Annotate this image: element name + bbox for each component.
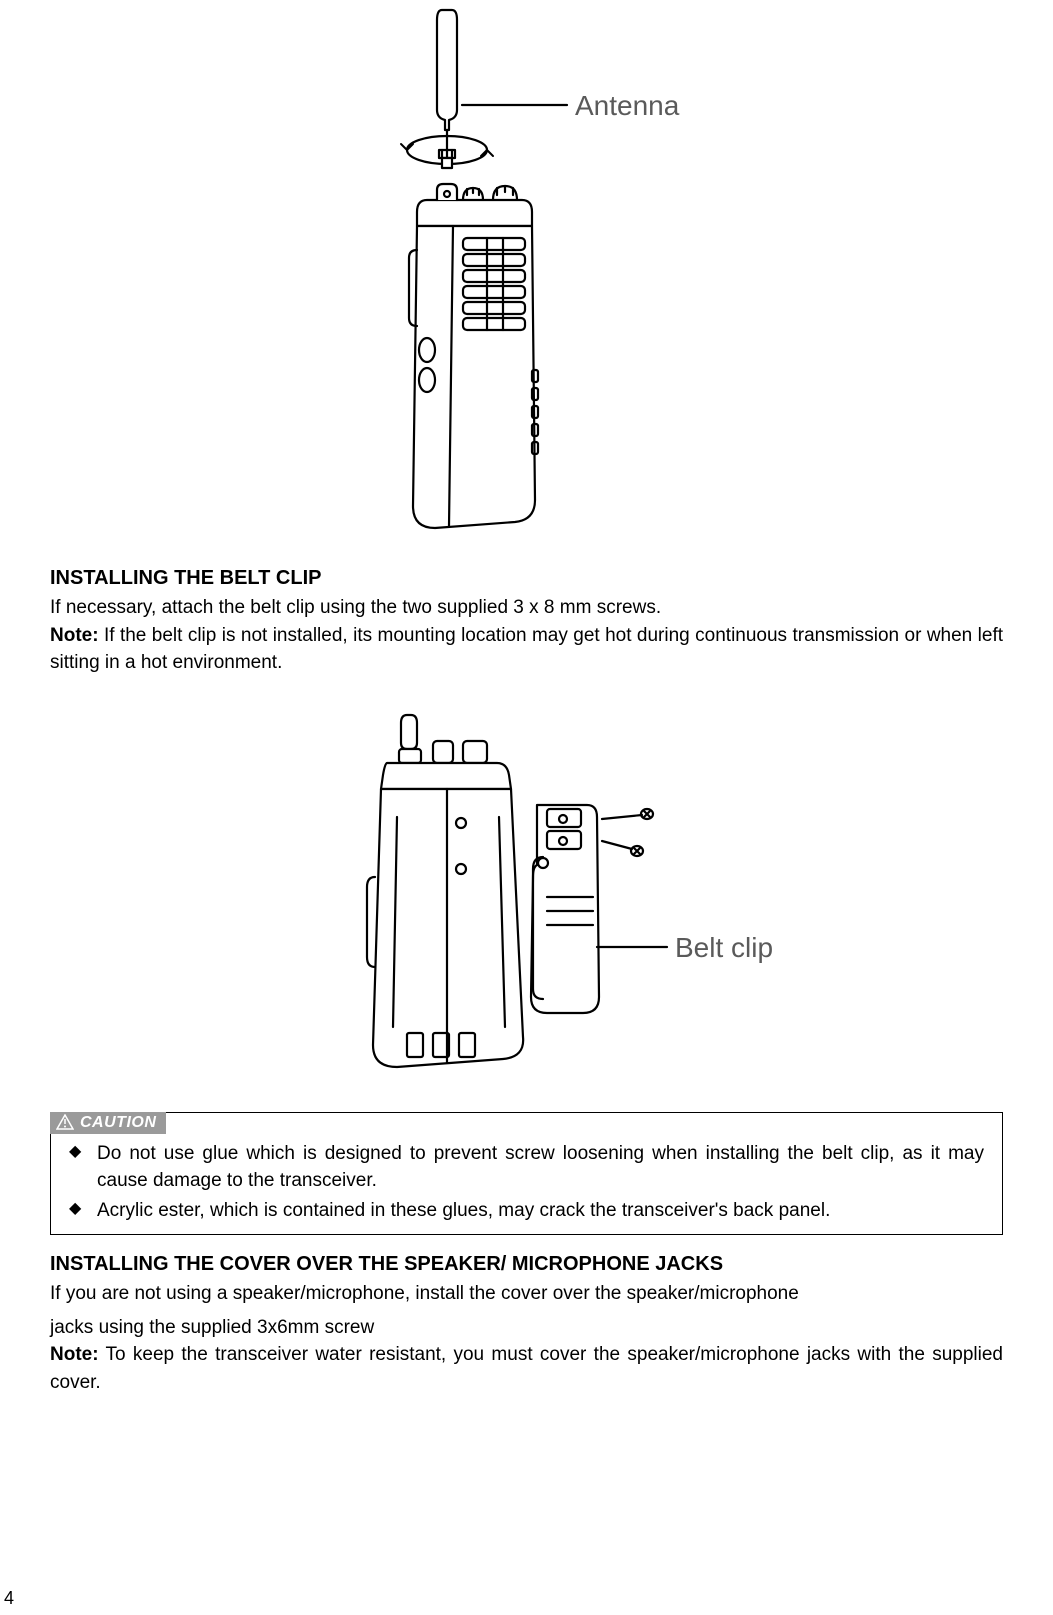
antenna-figure: Antenna [50, 0, 1003, 555]
section1-note: Note: If the belt clip is not installed,… [50, 622, 1003, 677]
caution-box: CAUTION Do not use glue which is designe… [50, 1112, 1003, 1236]
section2-body1: If you are not using a speaker/microphon… [50, 1280, 1003, 1308]
section2-heading: INSTALLING THE COVER OVER THE SPEAKER/ M… [50, 1253, 1003, 1276]
caution-item: Acrylic ester, which is contained in the… [69, 1197, 984, 1225]
caution-tag-text: CAUTION [80, 1114, 156, 1131]
section2-note: Note: To keep the transceiver water resi… [50, 1341, 1003, 1396]
caution-tag: CAUTION [50, 1112, 166, 1134]
section1-note-text: If the belt clip is not installed, its m… [50, 625, 1003, 674]
antenna-diagram-svg: Antenna [267, 0, 787, 550]
caution-triangle-icon [56, 1114, 74, 1130]
beltclip-figure: Belt clip [50, 697, 1003, 1102]
section2-note-label: Note: [50, 1344, 99, 1365]
section1-note-label: Note: [50, 625, 99, 646]
caution-item: Do not use glue which is designed to pre… [69, 1140, 984, 1195]
beltclip-label-text: Belt clip [675, 932, 773, 963]
section1-heading: INSTALLING THE BELT CLIP [50, 567, 1003, 590]
section2-body2: jacks using the supplied 3x6mm screw [50, 1314, 1003, 1342]
antenna-label-text: Antenna [575, 90, 680, 121]
section2-note-text: To keep the transceiver water resistant,… [50, 1344, 1003, 1393]
section1-body: If necessary, attach the belt clip using… [50, 594, 1003, 622]
beltclip-diagram-svg: Belt clip [247, 697, 807, 1097]
page-number: 4 [4, 1588, 14, 1609]
caution-list: Do not use glue which is designed to pre… [51, 1134, 1002, 1225]
